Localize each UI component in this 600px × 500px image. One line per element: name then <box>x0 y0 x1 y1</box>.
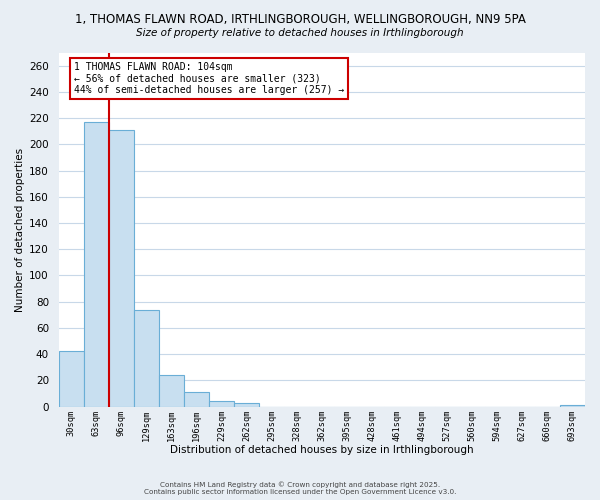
Bar <box>84 122 109 406</box>
Bar <box>59 352 84 406</box>
Y-axis label: Number of detached properties: Number of detached properties <box>15 148 25 312</box>
Bar <box>109 130 134 406</box>
Bar <box>184 392 209 406</box>
Text: Contains HM Land Registry data © Crown copyright and database right 2025.
Contai: Contains HM Land Registry data © Crown c… <box>144 482 456 495</box>
Bar <box>209 402 234 406</box>
Bar <box>134 310 159 406</box>
Text: 1 THOMAS FLAWN ROAD: 104sqm
← 56% of detached houses are smaller (323)
44% of se: 1 THOMAS FLAWN ROAD: 104sqm ← 56% of det… <box>74 62 344 95</box>
Text: Size of property relative to detached houses in Irthlingborough: Size of property relative to detached ho… <box>136 28 464 38</box>
X-axis label: Distribution of detached houses by size in Irthlingborough: Distribution of detached houses by size … <box>170 445 473 455</box>
Text: 1, THOMAS FLAWN ROAD, IRTHLINGBOROUGH, WELLINGBOROUGH, NN9 5PA: 1, THOMAS FLAWN ROAD, IRTHLINGBOROUGH, W… <box>74 12 526 26</box>
Bar <box>560 405 585 406</box>
Bar <box>159 375 184 406</box>
Bar <box>234 402 259 406</box>
